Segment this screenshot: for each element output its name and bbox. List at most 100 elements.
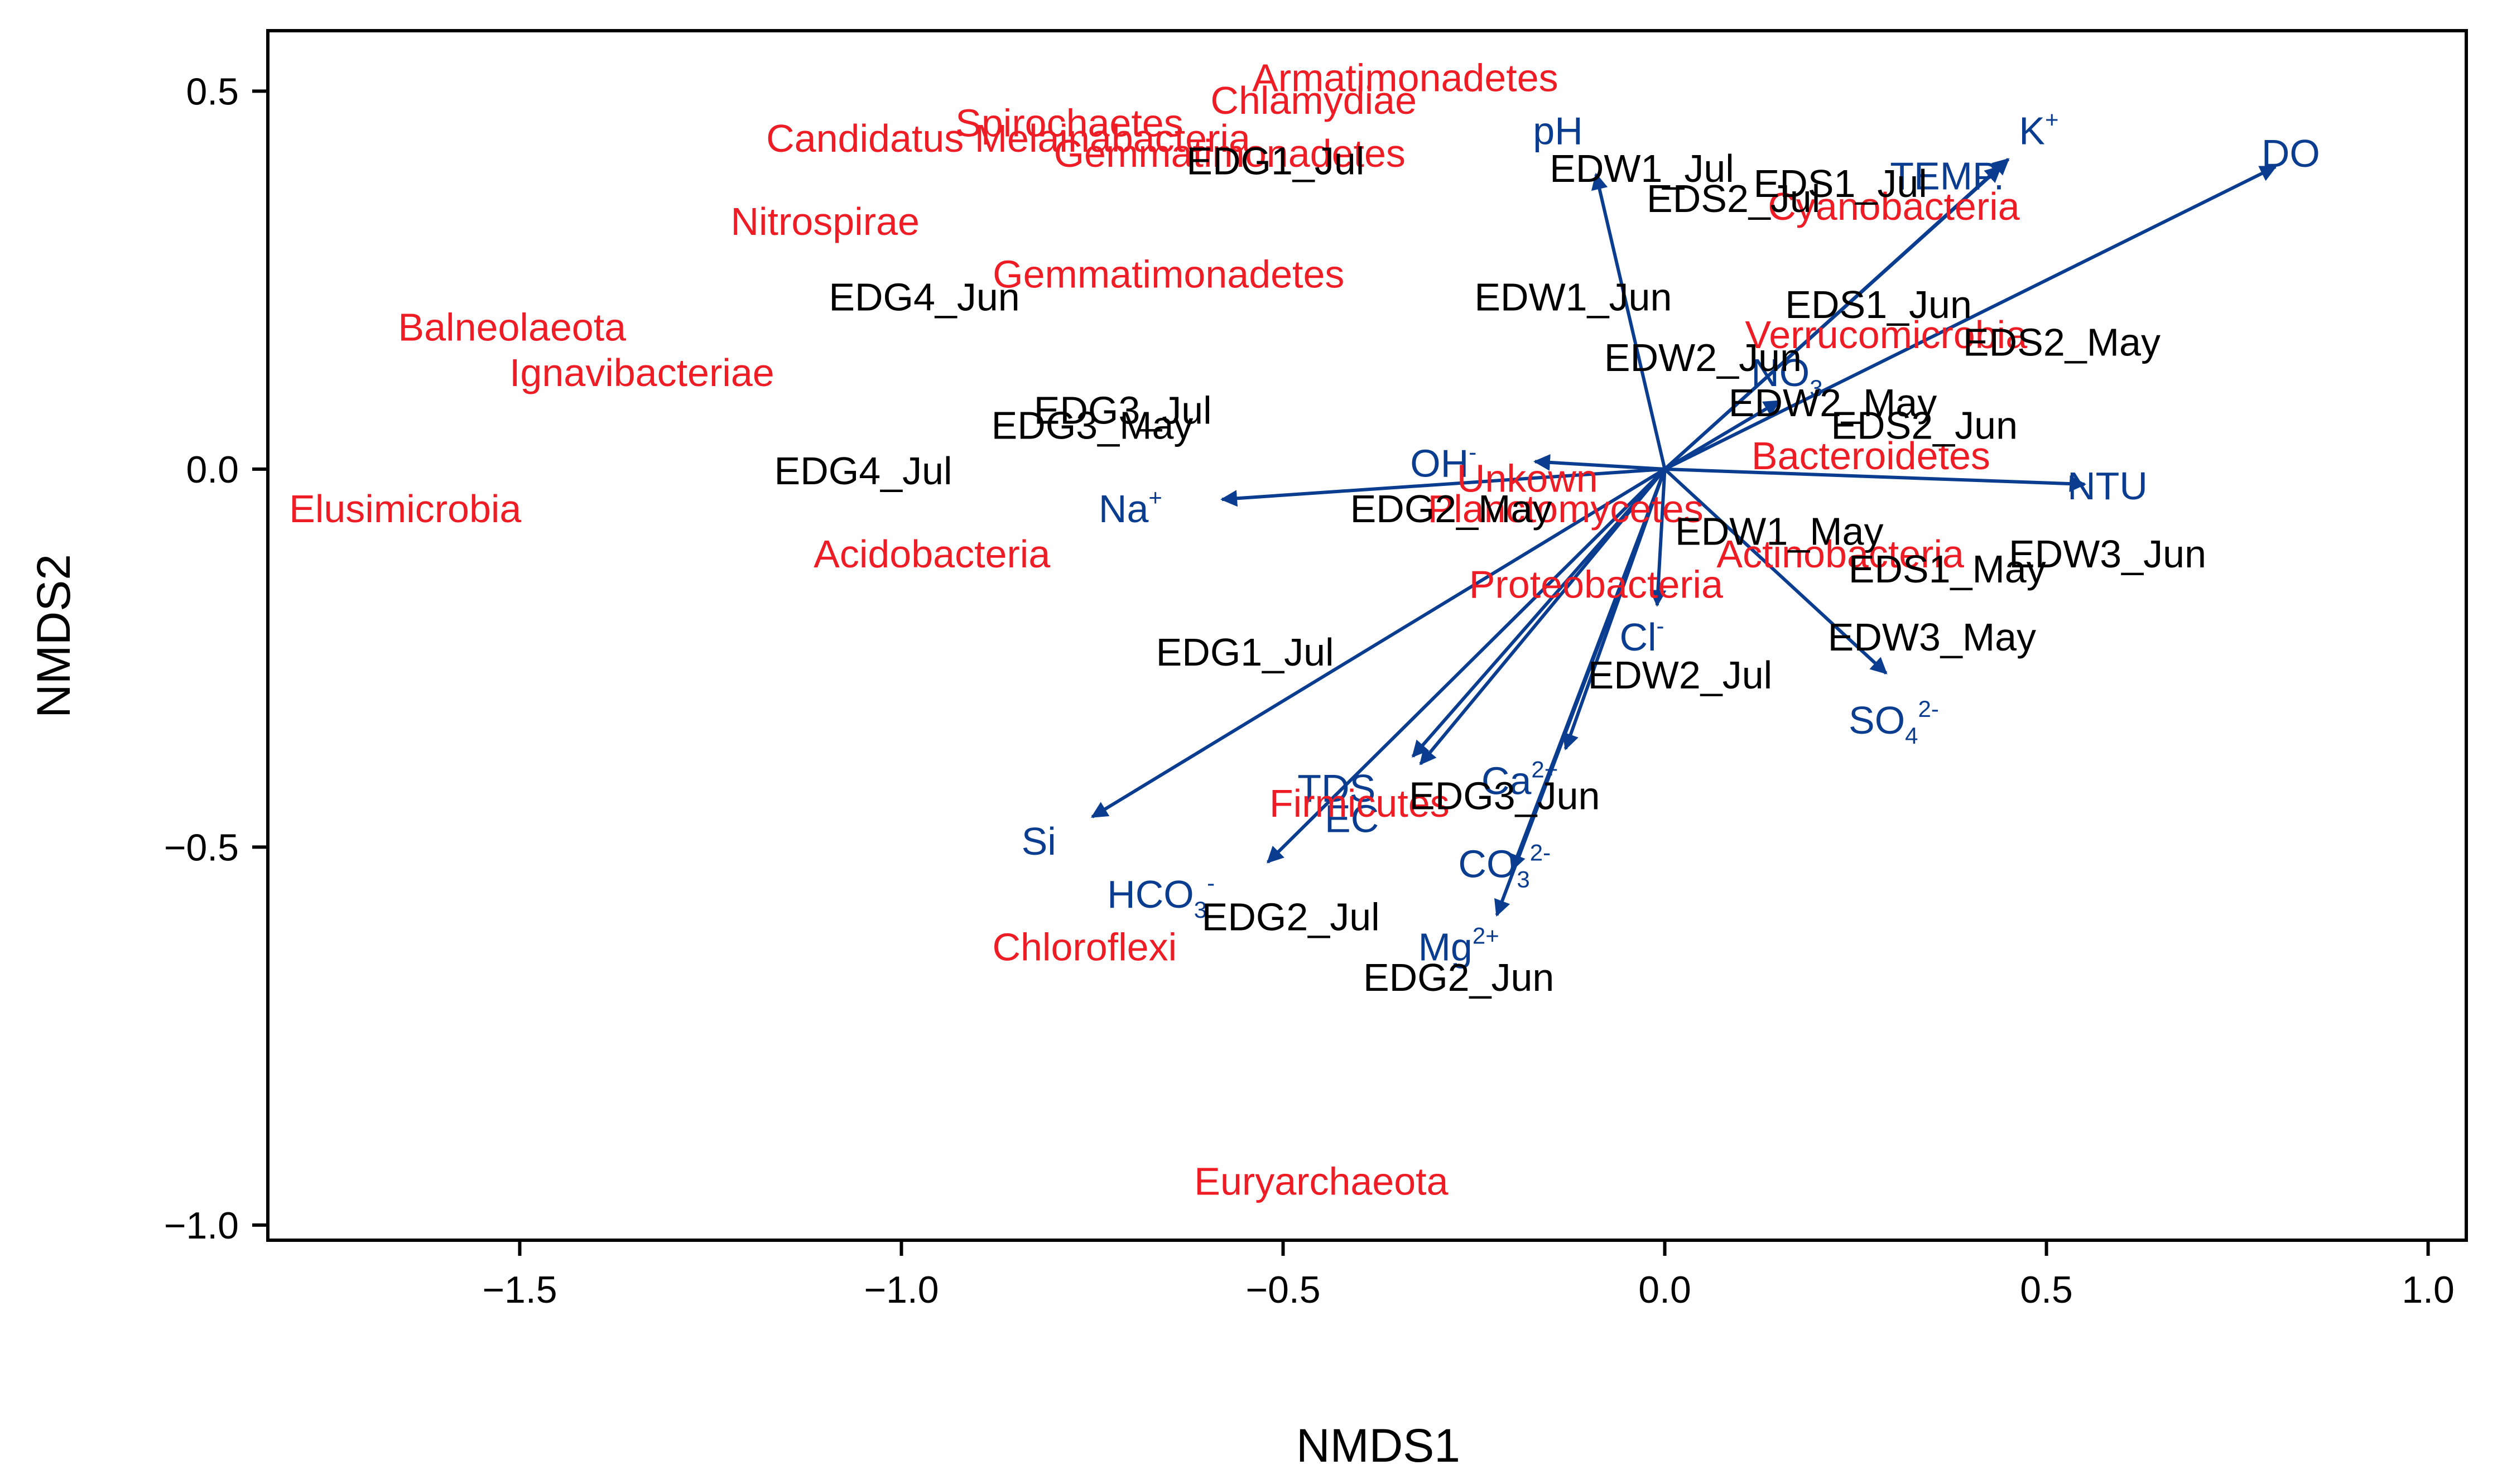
vector-label-text: EC (1325, 797, 1379, 840)
y-tick-label: 0.0 (186, 449, 239, 491)
vector-label-text: SO (1849, 698, 1905, 742)
site-label: EDG4_Jun (829, 275, 1019, 319)
x-tick-label: −0.5 (1245, 1269, 1320, 1311)
taxon-label: Bacteroidetes (1752, 434, 1990, 478)
vector-label-text: OH (1410, 441, 1469, 485)
vector-arrow (1267, 468, 1666, 864)
taxon-label: Cyanobacteria (1768, 185, 2019, 228)
vector-label: HCO3- (1107, 870, 1215, 923)
vector-label-superscript: + (1148, 484, 1162, 510)
vector-label-text: Na (1099, 487, 1149, 531)
vector-label-text: NO (1751, 351, 1810, 394)
vector-label-subscript: 3 (1194, 897, 1207, 923)
x-tick-label: 1.0 (2402, 1269, 2455, 1311)
site-label: EDW3_May (1828, 615, 2036, 659)
vector-label: Mg2+ (1418, 923, 1499, 969)
taxon-label: Balneolaeota (398, 306, 626, 349)
vector-label-text: K (2019, 109, 2045, 152)
vector-arrow (1090, 468, 1666, 818)
vector-label-superscript: 2- (1918, 696, 1939, 722)
site-label: EDS1_Jul (1754, 162, 1927, 205)
vector-label-text: NTU (2067, 464, 2148, 508)
taxon-label: Gemmatimonadetes (1054, 132, 1406, 175)
vector-arrow (1494, 468, 1667, 917)
taxon-label: Elusimicrobia (289, 487, 521, 531)
taxon-label: Chlamydiae (1210, 79, 1417, 122)
vector-arrow (1664, 165, 2277, 471)
x-tick-label: −1.0 (864, 1269, 939, 1311)
vector-label-superscript: - (1469, 439, 1476, 465)
vector-arrow (1664, 399, 1781, 471)
vector-label: NTU (2067, 464, 2148, 508)
site-label: EDW2_Jul (1588, 653, 1773, 697)
taxon-label: Unkown (1457, 457, 1598, 500)
vector-label-text: TEMP. (1890, 155, 2004, 198)
vector-arrow (1649, 469, 1667, 607)
taxon-label: Gemmatimonadetes (993, 253, 1344, 296)
vector-label-subscript: 3 (1810, 375, 1822, 401)
x-tick-label: −1.5 (482, 1269, 557, 1311)
vector-label-text: DO (2262, 132, 2320, 175)
taxon-label: Proteobacteria (1469, 562, 1723, 606)
site-label: EDS1_Jun (1785, 283, 1972, 326)
taxon-label: Acidobacteria (814, 532, 1050, 576)
vector-label: DO (2262, 132, 2320, 175)
vector-arrow (1663, 468, 1888, 674)
vector-label: OH- (1410, 439, 1476, 485)
site-label: EDG2_May (1350, 487, 1552, 531)
vector-arrow (1411, 468, 1666, 758)
vector-label-text: Ca (1481, 759, 1532, 803)
vector-label: SO42- (1849, 696, 1939, 749)
taxon-label: Chloroflexi (992, 926, 1177, 969)
site-label: EDW1_Jun (1474, 275, 1672, 319)
vector-label: Na+ (1099, 484, 1162, 531)
vector-label: Si (1022, 820, 1056, 863)
vector-label: TEMP. (1890, 155, 2004, 198)
vector-label-superscript: 2+ (1473, 923, 1499, 949)
site-label: EDW1_Jul (1550, 147, 1734, 190)
site-label: EDG3_Jun (1409, 774, 1600, 818)
taxon-label: Euryarchaeota (1194, 1160, 1448, 1203)
vector-arrow (1220, 467, 1665, 507)
taxon-label: Planctomycetes (1428, 487, 1704, 531)
vector-label-text: Si (1022, 820, 1056, 863)
site-label: EDG4_Jul (774, 449, 952, 493)
vector-arrow (1663, 165, 2002, 471)
taxon-label: Spirochaetes (955, 102, 1183, 145)
vector-label-superscript: - (1207, 870, 1215, 896)
plot-frame (266, 29, 2468, 1242)
x-axis: −1.5 −1.0 −0.5 0.0 0.5 1.0 (482, 1240, 2455, 1311)
y-axis-title: NMDS2 (27, 554, 80, 718)
y-tick-label: −1.0 (164, 1204, 239, 1247)
taxon-label: Firmicutes (1269, 782, 1450, 825)
site-label: EDG3_May (992, 404, 1194, 447)
vector-label-text: pH (1533, 109, 1582, 152)
site-label: EDG2_Jul (1202, 895, 1380, 938)
x-axis-title: NMDS1 (1296, 1419, 1460, 1472)
site-label: EDG1_Jul (1186, 139, 1364, 182)
vector-label: Ca2+ (1481, 757, 1558, 803)
vector-label-text: Cl (1619, 615, 1656, 659)
y-tick-label: 0.5 (186, 70, 239, 113)
taxon-label: Ignavibacteriae (509, 351, 774, 394)
vector-arrow (1664, 467, 2086, 493)
vector-label-text: Mg (1418, 926, 1473, 969)
site-label: EDW2_Jun (1604, 336, 1802, 379)
taxon-label: Candidatus Melainabacteria (766, 117, 1250, 160)
site-label: EDG1_Jul (1156, 630, 1334, 674)
vector-label-superscript: + (2045, 106, 2059, 132)
vector-arrow (1419, 468, 1666, 765)
y-tick-label: −0.5 (164, 826, 239, 869)
vector-label: Cl- (1619, 613, 1664, 659)
vector-label-superscript: 2- (1530, 840, 1551, 866)
vector-label-text: HCO (1107, 873, 1194, 916)
taxon-label: Actinobacteria (1716, 532, 1964, 576)
x-tick-label: 0.5 (2020, 1269, 2073, 1311)
site-label: EDS2_May (1963, 321, 2161, 364)
vector-label-superscript: - (1657, 613, 1664, 639)
vector-arrow (1591, 172, 1667, 470)
taxon-label: Armatimonadetes (1252, 56, 1558, 99)
